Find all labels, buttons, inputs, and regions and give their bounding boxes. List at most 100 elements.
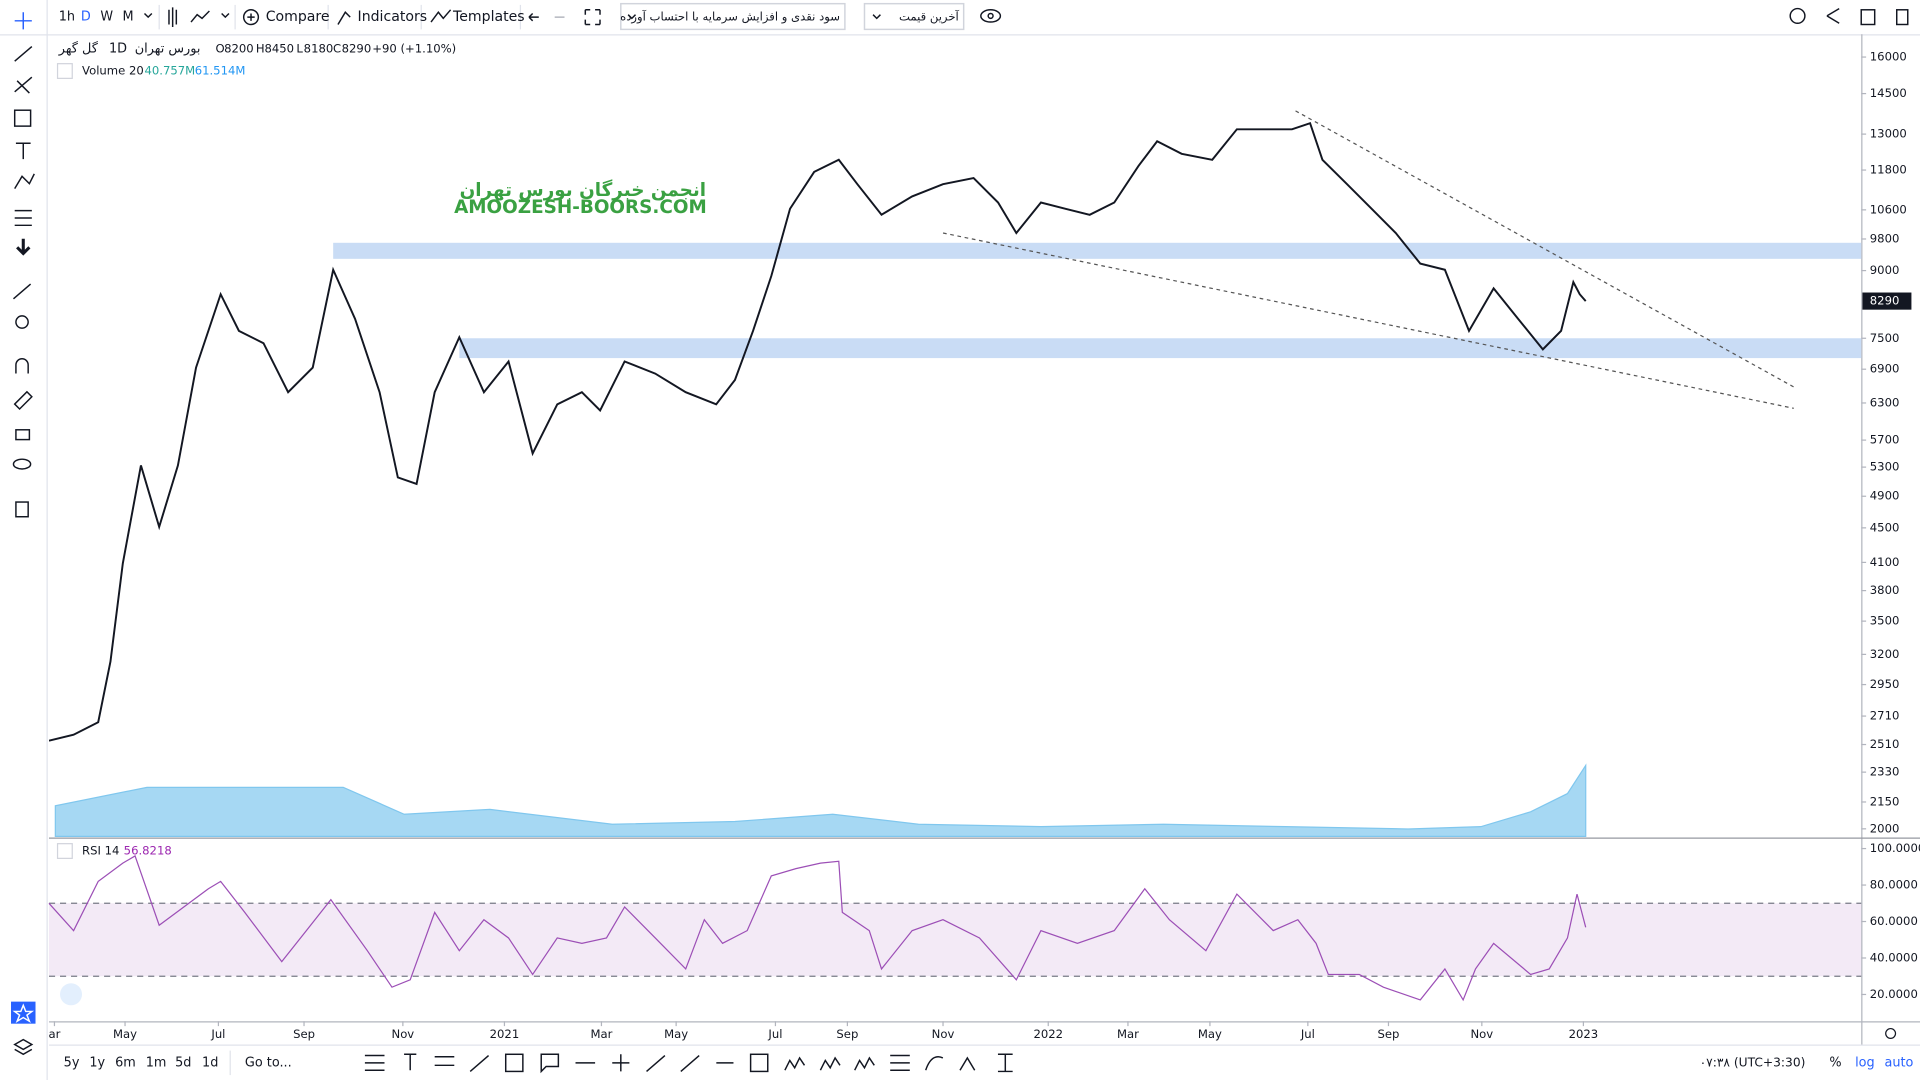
support-zone <box>333 242 1862 259</box>
support-zone <box>459 338 1862 359</box>
y-tick-label: 2000 <box>1870 821 1900 835</box>
logo <box>60 983 83 1006</box>
y-tick-label: 20.0000 <box>1870 987 1918 1001</box>
collapse-button[interactable] <box>56 843 73 859</box>
y-tick-label: 10600 <box>1870 202 1907 216</box>
exchange: بورس تهران <box>135 41 201 56</box>
rsi-value: 56.8218 <box>124 844 172 858</box>
watermark: انجمن خبرگان بورس تهران <box>460 179 707 201</box>
y-tick-label: 3200 <box>1870 647 1900 661</box>
x-tick-label: Jul <box>1300 1027 1315 1041</box>
low-label: L <box>296 41 303 55</box>
price-type-dropdown[interactable]: آخرین قیمت <box>899 10 960 25</box>
x-tick-label: ar <box>48 1027 60 1041</box>
interval-button[interactable]: D <box>81 10 91 25</box>
y-tick-label: 3800 <box>1870 583 1900 597</box>
close-value: 8290 <box>342 41 372 55</box>
y-tick-label: 13000 <box>1870 127 1907 141</box>
goto-button[interactable]: Go to... <box>245 1055 292 1070</box>
y-tick-label: 9800 <box>1870 231 1900 245</box>
adjustment-dropdown[interactable]: سود نقدی و افزایش سرمایه با احتساب آورده <box>620 10 840 25</box>
x-tick-label: Sep <box>1378 1027 1400 1041</box>
x-tick-label: 2021 <box>490 1027 520 1041</box>
clock: ۰۷:۳۸ (UTC+3:30) <box>1700 1055 1806 1069</box>
y-tick-label: 14500 <box>1870 86 1907 100</box>
x-tick-label: May <box>664 1027 688 1041</box>
y-tick-label: 80.0000 <box>1870 878 1918 892</box>
y-tick-label: 3500 <box>1870 614 1900 628</box>
y-tick-label: 4100 <box>1870 555 1900 569</box>
drawing-tools[interactable] <box>11 12 36 1056</box>
x-tick-label: Mar <box>590 1027 612 1041</box>
interval-button[interactable]: M <box>122 10 133 25</box>
interval-button[interactable]: W <box>100 10 113 25</box>
y-tick-label: 2150 <box>1870 794 1900 808</box>
y-tick-label: 60.0000 <box>1870 914 1918 928</box>
compare-button[interactable]: Compare <box>266 9 330 25</box>
x-tick-label: 2023 <box>1569 1027 1599 1041</box>
y-tick-label: 5300 <box>1870 460 1900 474</box>
volume-title: Volume 20 <box>82 64 144 78</box>
toolbar-icons[interactable] <box>143 2 1909 31</box>
high-label: H <box>256 41 265 55</box>
y-tick-label: 4500 <box>1870 520 1900 534</box>
y-tick-label: 2950 <box>1870 677 1900 691</box>
settings-button[interactable] <box>1885 1027 1897 1039</box>
rsi-band <box>48 903 1862 977</box>
x-tick-label: Jul <box>210 1027 225 1041</box>
last-price-label: 8290 <box>1870 294 1900 308</box>
y-tick-label: 5700 <box>1870 433 1900 447</box>
y-tick-label: 4900 <box>1870 489 1900 503</box>
x-tick-label: Sep <box>293 1027 315 1041</box>
rsi-title: RSI 14 <box>82 844 119 858</box>
interval: 1D <box>109 41 127 56</box>
symbol: گل گهر <box>58 40 99 56</box>
price-line <box>48 855 1587 1002</box>
x-tick-label: 2022 <box>1033 1027 1063 1041</box>
range-button[interactable]: 1y <box>89 1055 105 1070</box>
open-value: 8200 <box>224 41 254 55</box>
x-tick-label: May <box>1198 1027 1222 1041</box>
interval-button[interactable]: 1h <box>59 10 75 25</box>
y-tick-label: 2710 <box>1870 709 1900 723</box>
x-tick-label: Nov <box>392 1027 415 1041</box>
bottom-drawing-tools[interactable] <box>364 1053 1013 1074</box>
high-value: 8450 <box>264 41 294 55</box>
range-button[interactable]: 1m <box>146 1055 167 1070</box>
x-tick-label: Nov <box>1470 1027 1493 1041</box>
volume-ma: 40.757M <box>144 64 195 78</box>
y-tick-label: 6900 <box>1870 362 1900 376</box>
x-tick-label: May <box>113 1027 137 1041</box>
x-tick-label: Sep <box>836 1027 858 1041</box>
y-tick-label: 9000 <box>1870 263 1900 277</box>
x-tick-label: Jul <box>767 1027 782 1041</box>
y-tick-label: 11800 <box>1870 163 1907 177</box>
log-toggle[interactable]: log <box>1855 1055 1875 1070</box>
y-tick-label: 2330 <box>1870 765 1900 779</box>
collapse-button[interactable] <box>56 63 73 79</box>
y-tick-label: 40.0000 <box>1870 950 1918 964</box>
y-tick-label: 100.0000 <box>1870 841 1920 855</box>
y-tick-label: 16000 <box>1870 50 1907 64</box>
low-value: 8180 <box>304 41 334 55</box>
range-button[interactable]: 6m <box>115 1055 136 1070</box>
auto-toggle[interactable]: auto <box>1884 1055 1913 1070</box>
x-tick-label: Nov <box>932 1027 955 1041</box>
y-tick-label: 7500 <box>1870 331 1900 345</box>
close-label: C <box>333 41 341 55</box>
watermark: AMOOZESH-BOORS.COM <box>454 197 707 218</box>
y-tick-label: 6300 <box>1870 395 1900 409</box>
volume-area <box>54 763 1587 837</box>
range-button[interactable]: 5d <box>175 1055 191 1070</box>
range-button[interactable]: 1d <box>202 1055 218 1070</box>
volume: 61.514M <box>195 64 246 78</box>
percent-toggle[interactable]: % <box>1829 1055 1841 1070</box>
last-price-marker <box>1862 292 1912 310</box>
y-tick-label: 2510 <box>1870 737 1900 751</box>
range-button[interactable]: 5y <box>64 1055 80 1070</box>
trend-line <box>942 232 1794 409</box>
templates-button[interactable]: Templates <box>452 9 525 25</box>
indicators-button[interactable]: Indicators <box>358 9 428 25</box>
